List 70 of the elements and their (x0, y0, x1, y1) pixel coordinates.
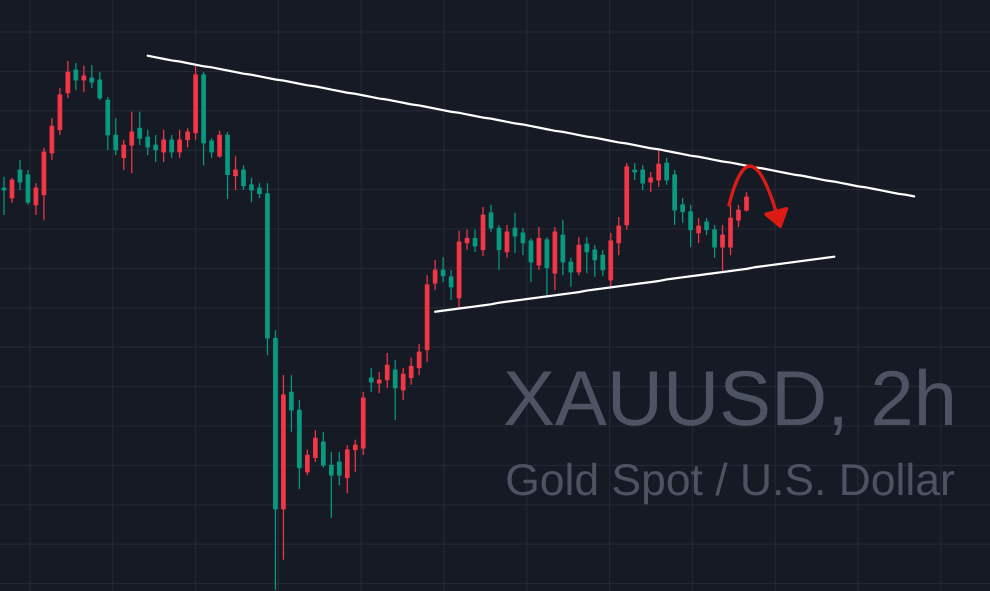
candlestick (328, 451, 334, 519)
candlestick (528, 238, 534, 283)
candlestick (169, 134, 174, 158)
candlestick (504, 224, 510, 258)
candlestick (233, 156, 238, 191)
candlestick (632, 162, 638, 181)
candlestick (496, 224, 502, 271)
candlestick (432, 259, 438, 291)
candlestick (584, 236, 590, 274)
candlestick (656, 149, 662, 188)
candlestick (392, 359, 398, 421)
candlestick (464, 229, 470, 250)
candlestick (744, 192, 749, 212)
candlestick (640, 164, 646, 191)
candlestick (257, 182, 262, 199)
candlestick (720, 224, 725, 273)
candlestick (488, 204, 494, 232)
candlestick (185, 128, 190, 148)
candlestick (704, 217, 709, 236)
candlestick (336, 451, 342, 486)
candlestick (177, 129, 182, 158)
candlestick (448, 269, 454, 301)
candlestick (129, 111, 134, 174)
text: XAUUSD, 2h (504, 368, 952, 435)
candlestick (696, 217, 701, 244)
candlestick (313, 430, 318, 463)
candlestick (680, 197, 685, 224)
candlestick (568, 257, 574, 288)
candlestick (34, 182, 38, 216)
candlestick (209, 138, 214, 158)
candlestick (97, 71, 102, 101)
candlestick (712, 224, 717, 258)
candlestick (153, 134, 158, 163)
candlestick (400, 367, 406, 401)
candlestick (137, 111, 142, 146)
candlestick (616, 216, 622, 256)
text: Gold Spot / U.S. Dollar (507, 462, 954, 504)
candlestick (321, 431, 326, 468)
candlestick (81, 65, 86, 93)
candlestick (289, 374, 294, 432)
candlestick (66, 60, 70, 99)
candlestick (472, 229, 478, 253)
candlestick (688, 204, 693, 248)
candlestick (384, 352, 390, 389)
candlestick (113, 117, 118, 156)
candlestick (161, 129, 166, 163)
candlestick (736, 204, 741, 228)
candlestick (89, 64, 94, 89)
candlestick (305, 449, 310, 476)
candlestick (74, 62, 78, 91)
candlestick (249, 177, 254, 203)
candlestick (145, 129, 150, 156)
candlestick (592, 244, 598, 278)
candlestick (416, 343, 422, 376)
candlestick (408, 357, 414, 386)
candlestick (241, 164, 246, 191)
candlestick (10, 177, 14, 204)
candlestick (520, 228, 526, 256)
candlestick (368, 367, 374, 393)
candlestick (376, 371, 382, 394)
candlestick (440, 256, 446, 283)
candlestick (18, 159, 22, 191)
candlestick (217, 130, 222, 158)
candlestick (664, 157, 669, 186)
candlestick (121, 139, 126, 171)
candlestick (2, 176, 6, 216)
candlestick (512, 212, 518, 254)
candlestick (352, 439, 358, 473)
candlestick (600, 249, 606, 276)
candlestick (648, 171, 654, 193)
